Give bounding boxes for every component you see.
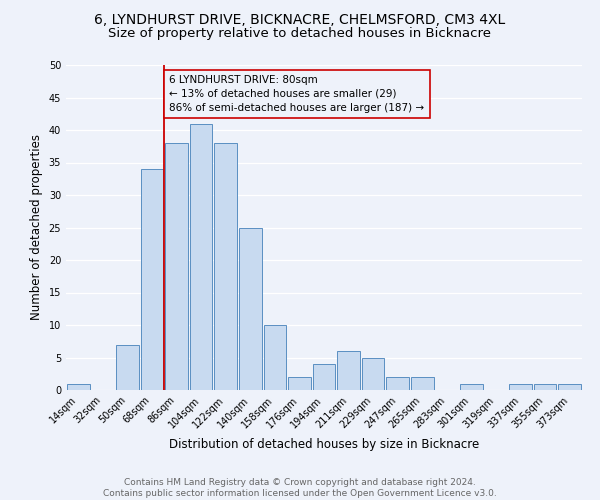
Bar xyxy=(67,384,89,390)
Bar xyxy=(239,228,262,390)
Bar xyxy=(140,169,163,390)
Bar xyxy=(190,124,212,390)
Text: 6 LYNDHURST DRIVE: 80sqm
← 13% of detached houses are smaller (29)
86% of semi-d: 6 LYNDHURST DRIVE: 80sqm ← 13% of detach… xyxy=(169,74,424,113)
Bar xyxy=(337,351,360,390)
Bar xyxy=(362,358,385,390)
Bar xyxy=(116,344,139,390)
Bar xyxy=(534,384,556,390)
Bar xyxy=(263,325,286,390)
Bar xyxy=(214,143,237,390)
Y-axis label: Number of detached properties: Number of detached properties xyxy=(30,134,43,320)
Bar xyxy=(411,377,434,390)
Bar xyxy=(460,384,483,390)
Bar xyxy=(313,364,335,390)
Bar xyxy=(559,384,581,390)
Bar xyxy=(165,143,188,390)
Text: 6, LYNDHURST DRIVE, BICKNACRE, CHELMSFORD, CM3 4XL: 6, LYNDHURST DRIVE, BICKNACRE, CHELMSFOR… xyxy=(94,12,506,26)
X-axis label: Distribution of detached houses by size in Bicknacre: Distribution of detached houses by size … xyxy=(169,438,479,451)
Bar xyxy=(509,384,532,390)
Text: Size of property relative to detached houses in Bicknacre: Size of property relative to detached ho… xyxy=(109,28,491,40)
Text: Contains HM Land Registry data © Crown copyright and database right 2024.
Contai: Contains HM Land Registry data © Crown c… xyxy=(103,478,497,498)
Bar xyxy=(288,377,311,390)
Bar xyxy=(386,377,409,390)
